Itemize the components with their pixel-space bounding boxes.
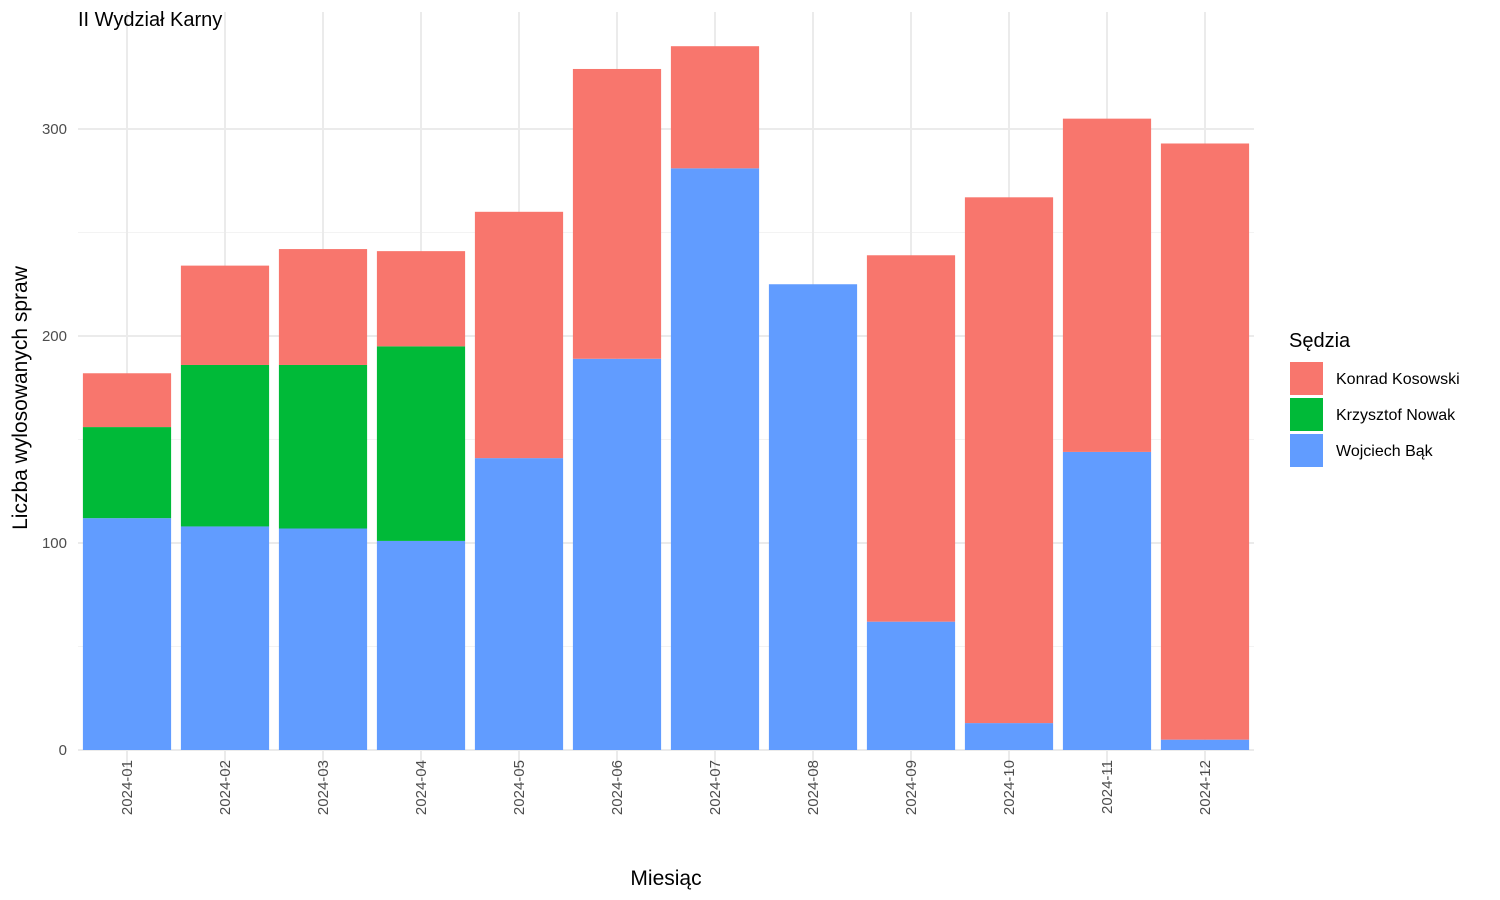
- x-tick-label: 2024-01: [119, 760, 136, 815]
- bar-konrad-kosowski-2024-05: [474, 211, 564, 459]
- bar-konrad-kosowski-2024-10: [964, 197, 1054, 724]
- x-tick-label: 2024-03: [315, 760, 332, 815]
- bar-wojciech-bak-2024-06: [572, 358, 662, 750]
- legend: Sędzia Konrad Kosowski Krzysztof Nowak Woj…: [1289, 330, 1460, 467]
- bar-konrad-kosowski-2024-09: [866, 255, 956, 622]
- bar-wojciech-bak-2024-03: [278, 528, 368, 750]
- x-tick-label: 2024-09: [903, 760, 920, 815]
- x-tick-label: 2024-05: [511, 760, 528, 815]
- bar-konrad-kosowski-2024-12: [1160, 143, 1250, 740]
- legend-items: Konrad Kosowski Krzysztof Nowak Wojciech B…: [1290, 362, 1460, 467]
- bar-wojciech-bak-2024-01: [82, 518, 172, 750]
- x-tick-label: 2024-02: [217, 760, 234, 815]
- bar-konrad-kosowski-2024-07: [670, 46, 760, 169]
- x-tick-label: 2024-12: [1197, 760, 1214, 815]
- bar-krzysztof-nowak-2024-04: [376, 346, 466, 541]
- bar-wojciech-bak-2024-09: [866, 621, 956, 750]
- y-axis-ticks: 0 100 200 300: [42, 121, 67, 759]
- bar-wojciech-bak-2024-02: [180, 526, 270, 750]
- bar-krzysztof-nowak-2024-02: [180, 364, 270, 527]
- x-tick-label: 2024-04: [413, 760, 430, 815]
- x-tick-label: 2024-08: [805, 760, 822, 815]
- bar-wojciech-bak-2024-12: [1160, 739, 1250, 750]
- legend-key: [1290, 362, 1323, 395]
- bar-konrad-kosowski-2024-11: [1062, 118, 1152, 452]
- x-tick-label: 2024-10: [1001, 760, 1018, 815]
- x-axis-ticks: 2024-01 2024-02 2024-03 2024-04 2024-05 2024-…: [119, 760, 1214, 815]
- legend-label: Wojciech Bąk: [1336, 443, 1434, 460]
- bar-wojciech-bak-2024-04: [376, 540, 466, 750]
- x-axis-title: Miesiąc: [630, 867, 701, 890]
- bars: [82, 46, 1250, 750]
- legend-key: [1290, 434, 1323, 467]
- chart-title: II Wydział Karny: [78, 9, 222, 31]
- x-tick-label: 2024-11: [1099, 760, 1116, 814]
- y-tick-label: 100: [42, 535, 67, 552]
- bar-konrad-kosowski-2024-04: [376, 251, 466, 347]
- legend-key: [1290, 398, 1323, 431]
- bar-wojciech-bak-2024-10: [964, 723, 1054, 750]
- bar-wojciech-bak-2024-08: [768, 284, 858, 750]
- bar-wojciech-bak-2024-07: [670, 168, 760, 750]
- bar-konrad-kosowski-2024-03: [278, 249, 368, 365]
- y-tick-label: 300: [42, 121, 67, 138]
- legend-title: Sędzia: [1289, 330, 1351, 352]
- x-tick-label: 2024-06: [609, 760, 626, 815]
- bar-krzysztof-nowak-2024-01: [82, 427, 172, 519]
- legend-label: Konrad Kosowski: [1336, 371, 1460, 388]
- bar-konrad-kosowski-2024-01: [82, 373, 172, 428]
- x-tick-label: 2024-07: [707, 760, 724, 815]
- y-tick-label: 0: [59, 742, 67, 759]
- y-tick-label: 200: [42, 328, 67, 345]
- bar-wojciech-bak-2024-05: [474, 458, 564, 750]
- bar-konrad-kosowski-2024-02: [180, 265, 270, 365]
- bar-wojciech-bak-2024-11: [1062, 451, 1152, 750]
- bar-konrad-kosowski-2024-06: [572, 68, 662, 359]
- y-axis-title: Liczba wylosowanych spraw: [9, 265, 32, 530]
- bar-krzysztof-nowak-2024-03: [278, 364, 368, 529]
- legend-label: Krzysztof Nowak: [1336, 407, 1456, 424]
